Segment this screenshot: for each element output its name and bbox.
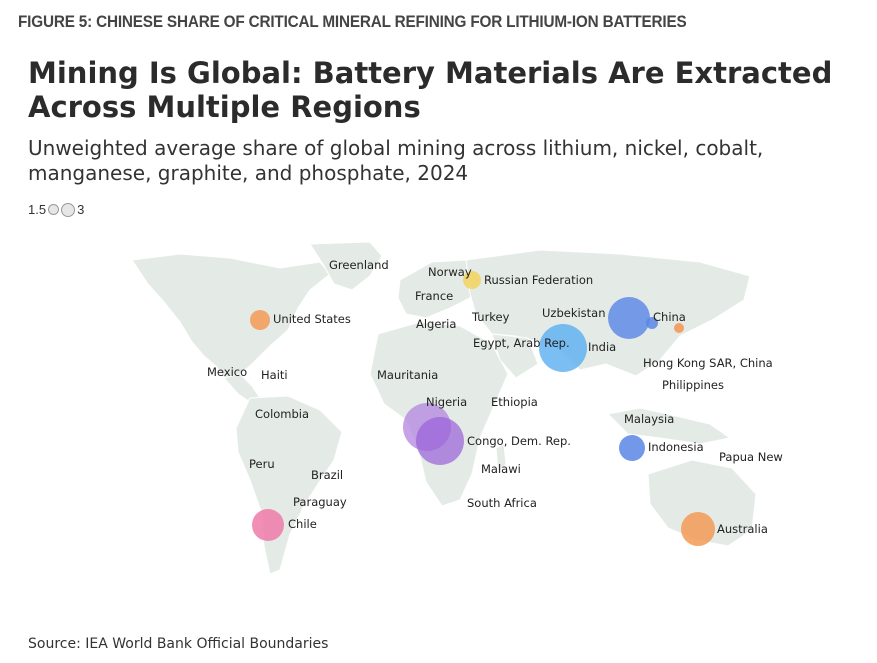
label-chile: Chile [288,517,317,531]
bubble-china[interactable] [608,297,650,339]
bubble-china-2[interactable] [646,317,658,329]
bubbles [250,271,715,546]
size-legend-max-label: 3 [77,202,85,217]
label-united-states: United States [273,312,351,326]
label-haiti: Haiti [261,368,288,382]
label-colombia: Colombia [255,407,309,421]
label-mauritania: Mauritania [377,368,438,382]
arabia-landmass [491,333,539,379]
size-legend-large-circle [61,202,76,217]
label-china: China [653,310,686,324]
label-mexico: Mexico [207,365,247,379]
australia-landmass [647,459,757,547]
southeast-asia-islands [606,407,732,445]
madagascar-landmass [495,443,507,476]
label-south-africa: South Africa [467,496,537,510]
size-legend-min-label: 1.5 [28,202,47,217]
label-greenland: Greenland [329,258,389,272]
bubble-indonesia[interactable] [619,435,645,461]
bubble-australia[interactable] [681,512,715,546]
bubble-chile[interactable] [252,509,284,541]
figure-label: FIGURE 5: CHINESE SHARE OF CRITICAL MINE… [18,12,687,31]
label-hong-kong: Hong Kong SAR, China [643,356,773,370]
source-note: Source: IEA World Bank Official Boundari… [28,636,329,652]
europe-landmass [397,259,481,319]
label-malaysia: Malaysia [624,412,674,426]
chart-title: Mining Is Global: Battery Materials Are … [28,56,833,124]
label-congo: Congo, Dem. Rep. [467,434,571,448]
label-france: France [415,289,453,303]
bubble-china-3[interactable] [674,323,684,333]
label-australia: Australia [717,522,768,536]
world-map: Greenland Norway Russian Federation Fran… [131,241,783,575]
greenland-landmass [309,241,383,291]
chart-subtitle: Unweighted average share of global minin… [28,136,764,185]
label-russian-federation: Russian Federation [484,273,593,287]
land-masses [131,241,757,575]
label-egypt: Egypt, Arab Rep. [473,336,570,350]
label-norway: Norway [428,265,472,279]
label-algeria: Algeria [416,317,456,331]
label-paraguay: Paraguay [293,495,347,509]
bubble-united-states[interactable] [250,310,270,330]
label-philippines: Philippines [662,378,724,392]
label-india: India [588,340,616,354]
label-nigeria: Nigeria [426,395,467,409]
label-indonesia: Indonesia [648,440,704,454]
south-america-landmass [235,395,343,575]
bubble-india[interactable] [539,324,587,372]
label-ethiopia: Ethiopia [491,395,538,409]
bubble-congo[interactable] [416,417,464,465]
size-legend-small-circle [48,204,60,215]
label-papua-new: Papua New [719,450,783,464]
label-peru: Peru [249,457,275,471]
label-uzbekistan: Uzbekistan [542,306,606,320]
label-malawi: Malawi [481,462,521,476]
label-turkey: Turkey [471,310,510,324]
country-labels: Greenland Norway Russian Federation Fran… [207,258,783,536]
size-legend: 1.5 3 [28,202,84,217]
bubble-norway[interactable] [463,271,481,289]
north-america-landmass [131,253,331,379]
label-brazil: Brazil [311,468,343,482]
